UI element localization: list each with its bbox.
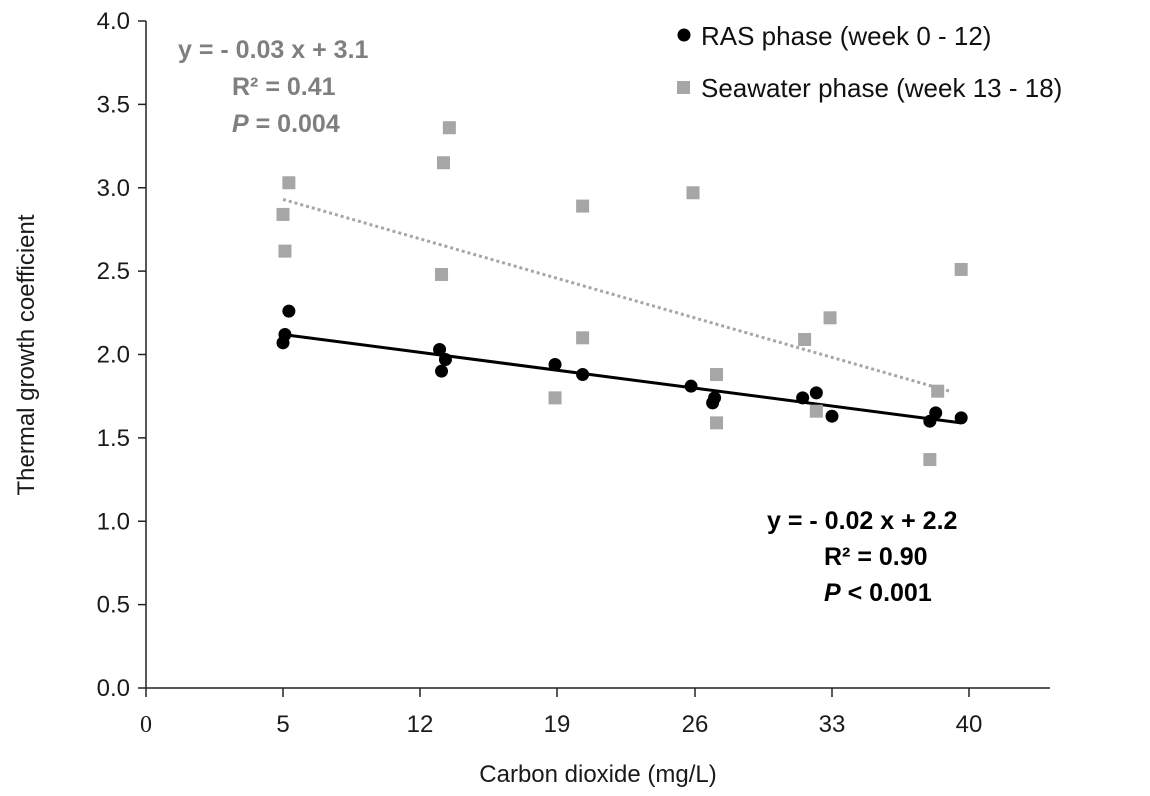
seawater-data-point [686,186,700,200]
legend-marker-seawater [677,81,690,94]
seawater-data-point [710,416,724,430]
seawater-data-point [809,404,823,418]
seawater-data-point [576,199,590,213]
y-tick-label: 2.0 [97,342,130,369]
ras-data-point [954,411,968,425]
ras-data-point [929,406,943,420]
seawater-equation-text: y = - 0.03 x + 3.1 [178,36,369,64]
ras-data-point [438,353,452,367]
ras-data-point [435,364,449,378]
y-tick-label: 4.0 [97,8,130,35]
y-tick-label: 3.5 [97,91,130,118]
ras-data-point [548,358,562,372]
legend-marker-ras [677,28,691,42]
data-points [276,121,968,467]
seawater-data-point [954,262,968,276]
seawater-data-point [923,453,937,467]
ras-data-point [576,368,590,382]
seawater-r-squared-text: R² = 0.41 [232,73,336,101]
legend: RAS phase (week 0 - 12) Seawater phase (… [677,21,1062,103]
legend-label-seawater: Seawater phase (week 13 - 18) [701,73,1062,103]
seawater-data-point [931,384,945,398]
ras-data-point [825,409,839,423]
seawater-data-point [710,368,724,382]
x-tick-label: 12 [407,711,434,738]
seawater-data-point [282,176,296,190]
legend-label-ras: RAS phase (week 0 - 12) [701,21,991,51]
ras-data-point [684,379,698,393]
seawater-data-point [276,207,290,221]
x-axis-title: Carbon dioxide (mg/L) [479,761,716,788]
x-axis-ticks: 0 5 12 19 26 33 40 [140,688,982,738]
ras-data-point [282,304,296,318]
ras-data-point [278,327,292,341]
y-tick-label: 1.0 [97,508,130,535]
ras-data-point [796,391,810,405]
y-tick-label: 3.0 [97,175,130,202]
ras-p-value-text: P < 0.001 [824,579,932,607]
seawater-p-value-text: P = 0.004 [232,110,340,138]
ras-data-point [433,342,447,356]
ras-trendline [282,333,962,425]
seawater-data-point [435,267,449,281]
seawater-data-point [823,311,837,325]
ras-r-squared-text: R² = 0.90 [824,543,928,571]
x-tick-label: 0 [140,712,152,738]
seawater-data-point [548,391,562,405]
y-tick-label: 0.0 [97,675,130,702]
ras-regression-equation: y = - 0.02 x + 2.2 R² = 0.90 P < 0.001 [767,507,957,607]
x-tick-label: 40 [956,711,983,738]
seawater-data-point [436,156,450,170]
y-tick-label: 0.5 [97,592,130,619]
y-axis-ticks: 0.0 0.5 1.0 1.5 2.0 2.5 3.0 3.5 4.0 [97,8,146,702]
x-tick-label: 26 [682,711,709,738]
y-axis-title: Thermal growth coefficient [13,214,40,495]
seawater-trendline [282,197,950,393]
y-tick-label: 1.5 [97,425,130,452]
seawater-data-point [576,331,590,345]
ras-data-point [809,386,823,400]
x-tick-label: 33 [819,711,846,738]
y-tick-label: 2.5 [97,258,130,285]
x-tick-label: 5 [276,711,289,738]
seawater-regression-equation: y = - 0.03 x + 3.1 R² = 0.41 P = 0.004 [178,36,369,138]
ras-equation-text: y = - 0.02 x + 2.2 [767,507,957,535]
seawater-data-point [278,244,292,258]
ras-data-point [708,391,722,405]
trendlines [282,197,962,425]
x-tick-label: 19 [544,711,571,738]
seawater-data-point [442,121,456,135]
seawater-data-point [798,332,812,346]
